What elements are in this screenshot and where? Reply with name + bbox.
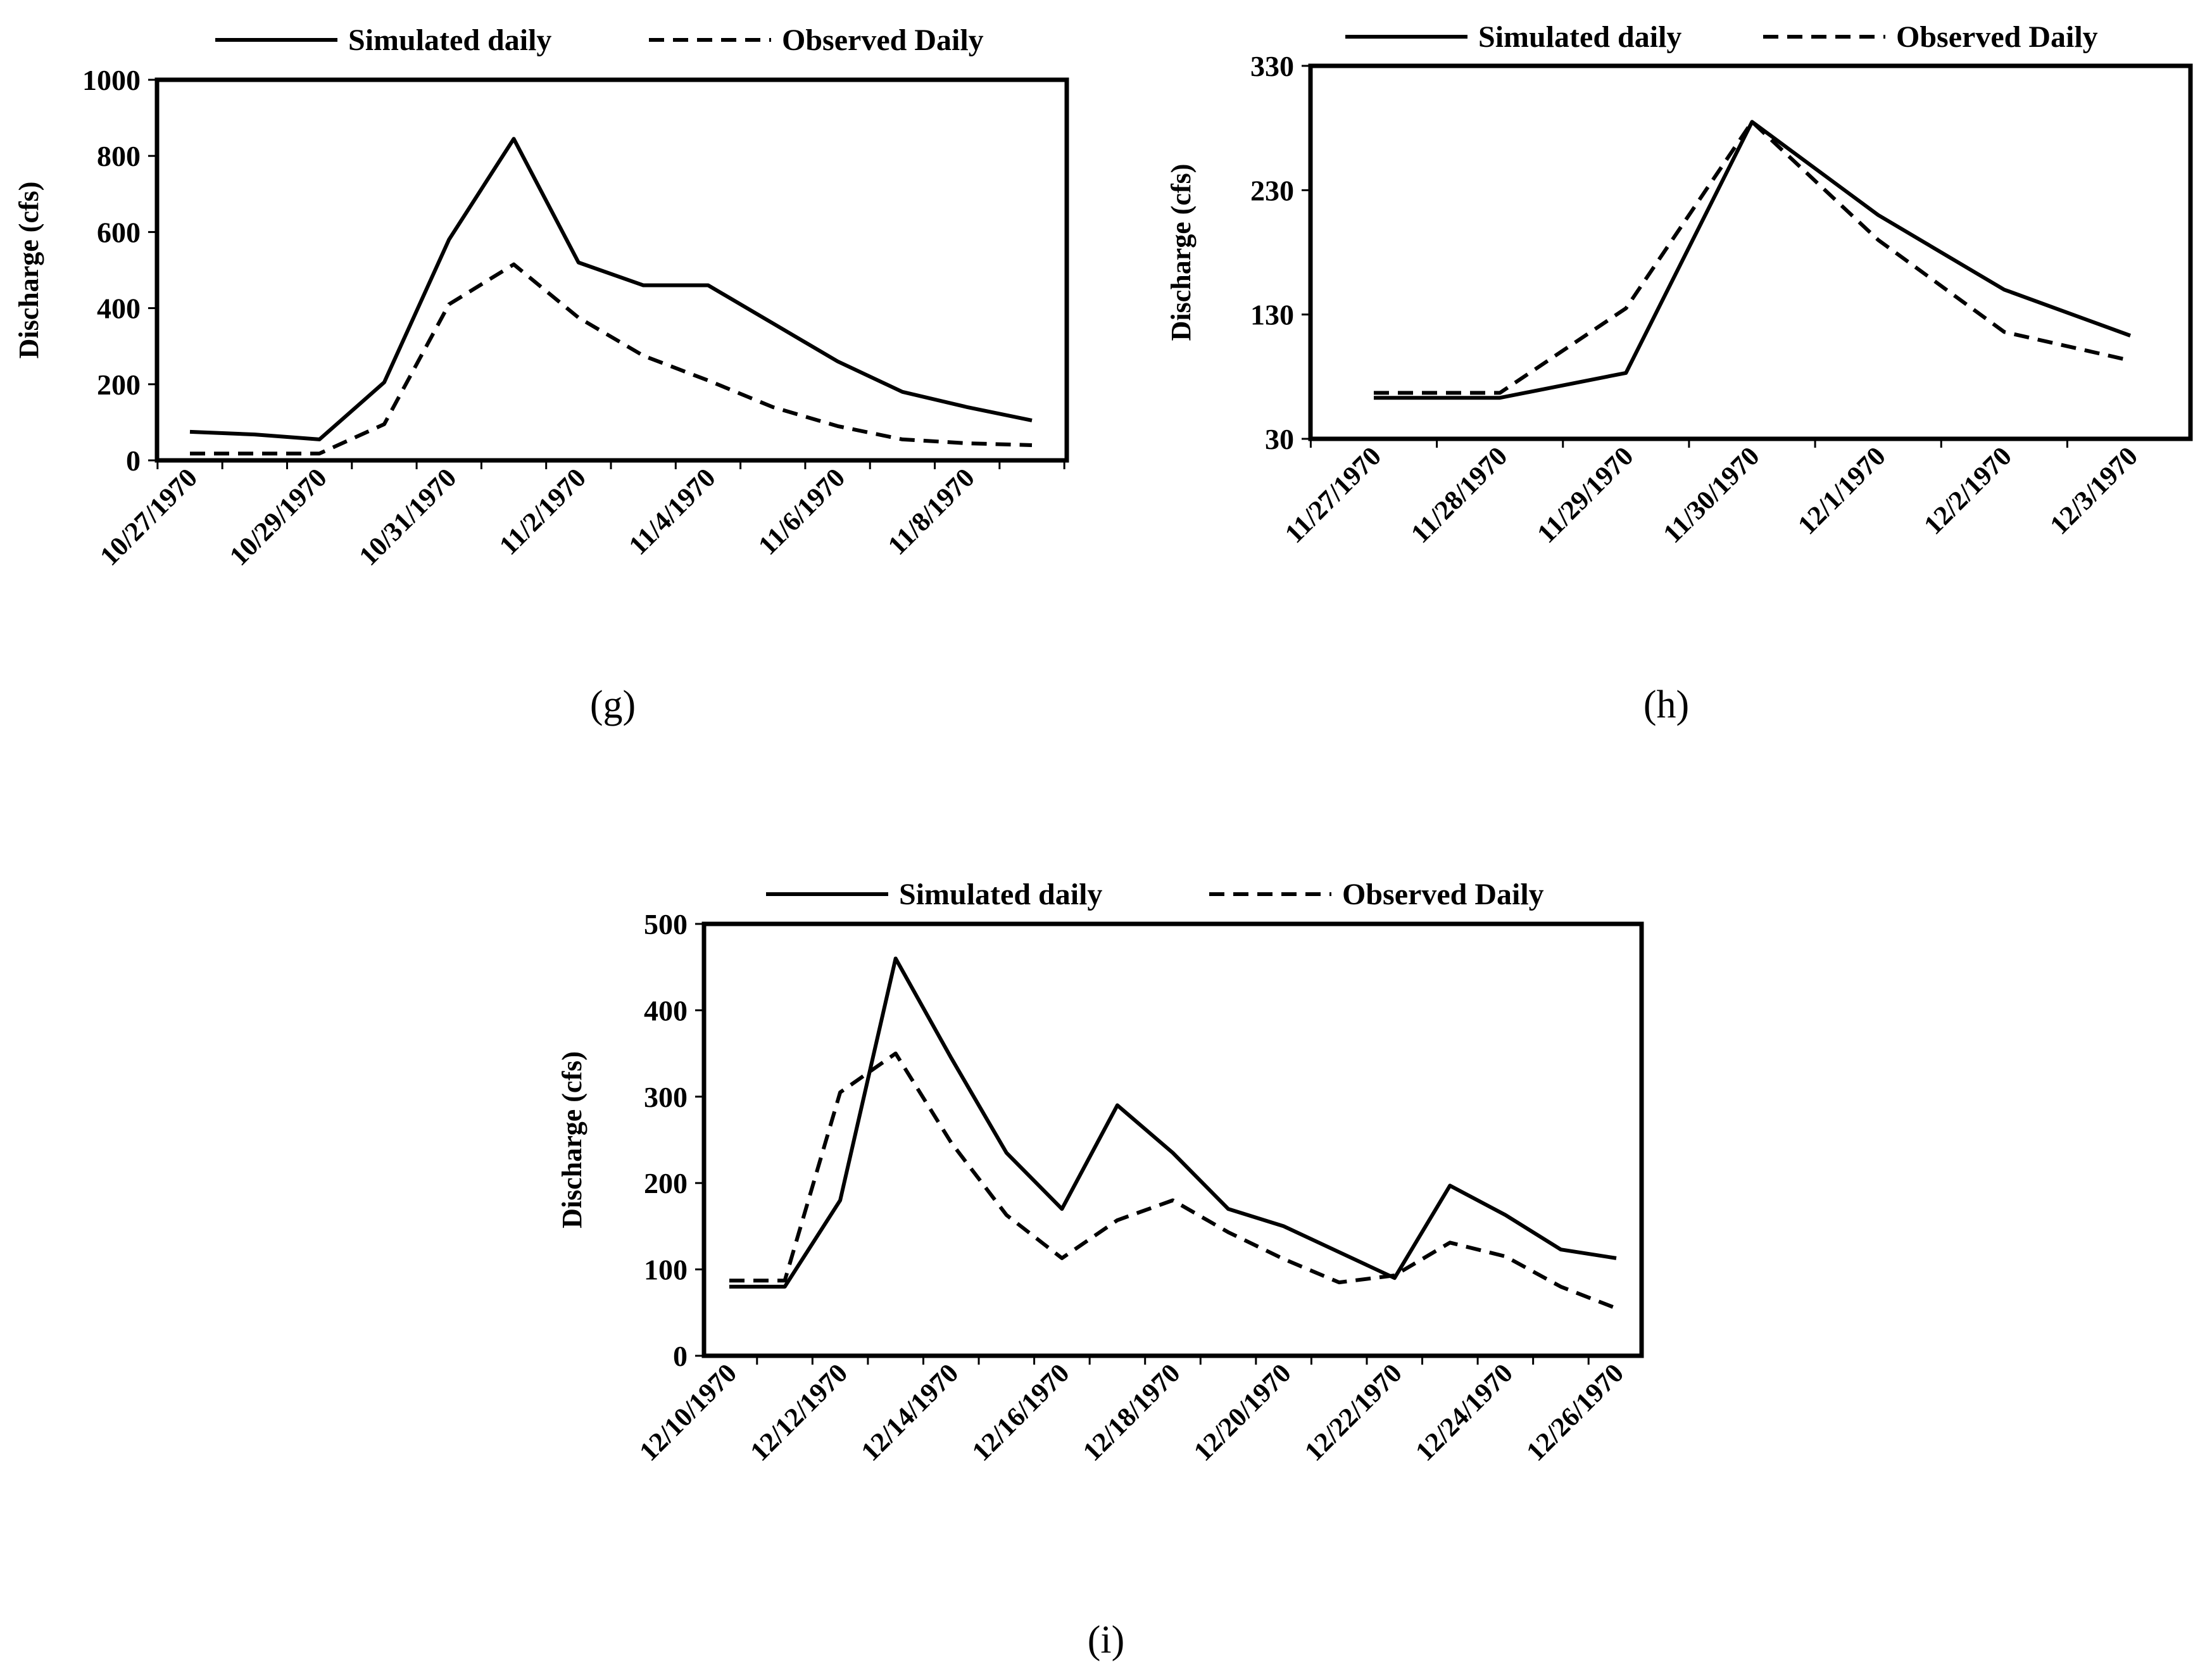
y-tick-label: 200 [644,1167,688,1199]
x-tick-label: 11/30/1970 [1657,441,1765,549]
legend-label-observed: Observed Daily [1342,878,1544,911]
observed-daily-line [1374,120,2131,395]
y-tick-label: 400 [97,293,141,325]
x-tick-label: 11/27/1970 [1279,441,1387,549]
x-tick-label: 11/29/1970 [1531,441,1639,549]
x-tick-label: 10/31/1970 [354,463,463,572]
legend-label-observed: Observed Daily [1896,20,2098,54]
panel-label: (h) [1643,683,1689,726]
chart-panel-i: 0 100 200 300 400 500 Discharge (cfs) 12/10/197… [556,878,1644,1662]
x-tick-label: 11/28/1970 [1405,441,1513,549]
x-tick-label: 12/26/1970 [1521,1358,1630,1467]
x-tick-label: 11/8/1970 [883,463,981,561]
x-tick-label: 12/12/1970 [745,1358,853,1467]
x-tick-label: 12/3/1970 [2045,441,2144,541]
plot-area [1308,63,2193,441]
x-tick-label: 10/27/1970 [94,463,203,572]
panel-label: (g) [590,683,636,726]
simulated-daily-line [189,137,1033,441]
simulated-daily-line [729,956,1617,1289]
observed-daily-line [190,262,1033,456]
x-tick-label: 11/2/1970 [494,463,592,561]
legend-label-observed: Observed Daily [782,23,984,57]
x-tick-label: 12/22/1970 [1299,1358,1408,1467]
x-tick-label: 12/18/1970 [1078,1358,1186,1467]
y-tick-label: 100 [644,1254,688,1286]
x-tick-label: 12/14/1970 [856,1358,965,1467]
y-tick-label: 600 [97,216,141,248]
y-tick-label: 130 [1250,299,1294,331]
y-tick-label: 0 [673,1340,688,1372]
y-axis-title: Discharge (cfs) [556,1051,588,1228]
y-tick-label: 30 [1265,423,1294,455]
x-tick-label: 12/1/1970 [1792,441,1892,541]
y-tick-label: 500 [644,908,688,940]
y-axis-title: Discharge (cfs) [1166,164,1197,341]
x-tick-label: 12/16/1970 [967,1358,1076,1467]
x-tick-label: 11/4/1970 [624,463,722,561]
y-tick-label: 230 [1250,174,1294,206]
simulated-daily-line [1374,120,2132,400]
legend-label-simulated: Simulated daily [899,878,1102,911]
legend-label-simulated: Simulated daily [1478,20,1681,54]
x-tick-label: 12/20/1970 [1188,1358,1297,1467]
x-tick-label: 11/6/1970 [753,463,851,561]
y-tick-label: 200 [97,369,141,401]
y-tick-label: 300 [644,1081,688,1113]
observed-daily-line [729,1051,1618,1310]
y-axis-title: Discharge (cfs) [13,182,44,359]
chart-panel-g: 0 200 400 600 800 1000 Discharge (cfs) 10/27/19… [13,23,1069,726]
x-tick-label: 12/24/1970 [1410,1358,1519,1467]
plot-area [154,77,1069,463]
y-tick-label: 0 [126,445,141,477]
panel-label: (i) [1088,1619,1125,1662]
y-tick-label: 800 [97,140,141,172]
x-tick-label: 12/2/1970 [1918,441,2018,541]
x-tick-label: 10/29/1970 [224,463,333,572]
plot-area [701,921,1644,1358]
y-tick-label: 1000 [82,64,141,96]
x-tick-label: 12/10/1970 [634,1358,743,1467]
legend-label-simulated: Simulated daily [348,23,551,57]
y-tick-label: 400 [644,994,688,1026]
y-tick-label: 330 [1250,50,1294,82]
